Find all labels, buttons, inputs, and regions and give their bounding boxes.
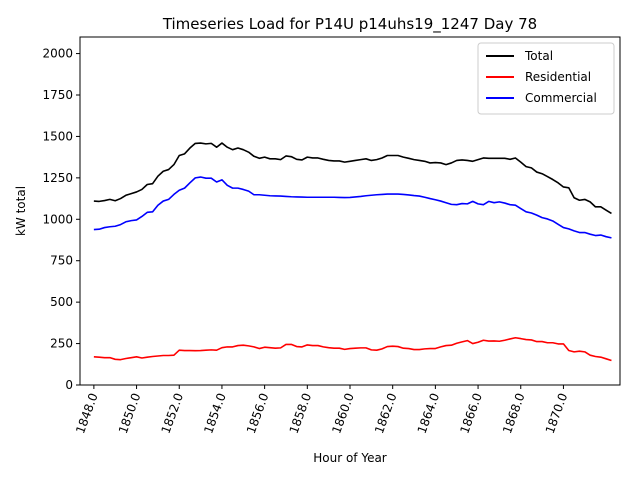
y-axis-label: kW total bbox=[14, 186, 28, 236]
y-tick-label: 500 bbox=[50, 295, 73, 309]
legend-box bbox=[477, 42, 615, 115]
x-tick-label: 1850.0 bbox=[116, 391, 144, 435]
y-tick-label: 0 bbox=[65, 378, 73, 392]
series-lines bbox=[93, 142, 612, 362]
x-tick-label: 1860.0 bbox=[329, 391, 357, 435]
x-tick-label: 1868.0 bbox=[500, 391, 528, 435]
y-tick-label: 2000 bbox=[42, 47, 73, 61]
x-tick-label: 1852.0 bbox=[159, 391, 187, 435]
x-tick-label: 1862.0 bbox=[372, 391, 400, 435]
y-tick-label: 1250 bbox=[42, 171, 73, 185]
x-tick-label: 1858.0 bbox=[287, 391, 315, 435]
series-line-commercial bbox=[93, 176, 612, 239]
legend-label-total: Total bbox=[524, 49, 553, 63]
y-tick-label: 1500 bbox=[42, 129, 73, 143]
x-axis-label: Hour of Year bbox=[313, 451, 387, 465]
legend-label-commercial: Commercial bbox=[525, 91, 597, 105]
x-tick-label: 1864.0 bbox=[415, 391, 443, 435]
y-tick-label: 1750 bbox=[42, 88, 73, 102]
series-line-residential bbox=[93, 336, 612, 362]
x-tick-label: 1870.0 bbox=[543, 391, 571, 435]
x-tick-label: 1854.0 bbox=[201, 391, 229, 435]
y-tick-label: 750 bbox=[50, 254, 73, 268]
series-line-total bbox=[93, 142, 612, 215]
legend: Total Residential Commercial bbox=[477, 42, 615, 115]
y-tick-label: 250 bbox=[50, 337, 73, 351]
x-tick-label: 1866.0 bbox=[457, 391, 485, 435]
y-tick-label: 1000 bbox=[42, 212, 73, 226]
chart-title: Timeseries Load for P14U p14uhs19_1247 D… bbox=[162, 15, 537, 34]
legend-label-residential: Residential bbox=[525, 70, 591, 84]
x-tick-label: 1848.0 bbox=[73, 391, 101, 435]
x-tick-label: 1856.0 bbox=[244, 391, 272, 435]
